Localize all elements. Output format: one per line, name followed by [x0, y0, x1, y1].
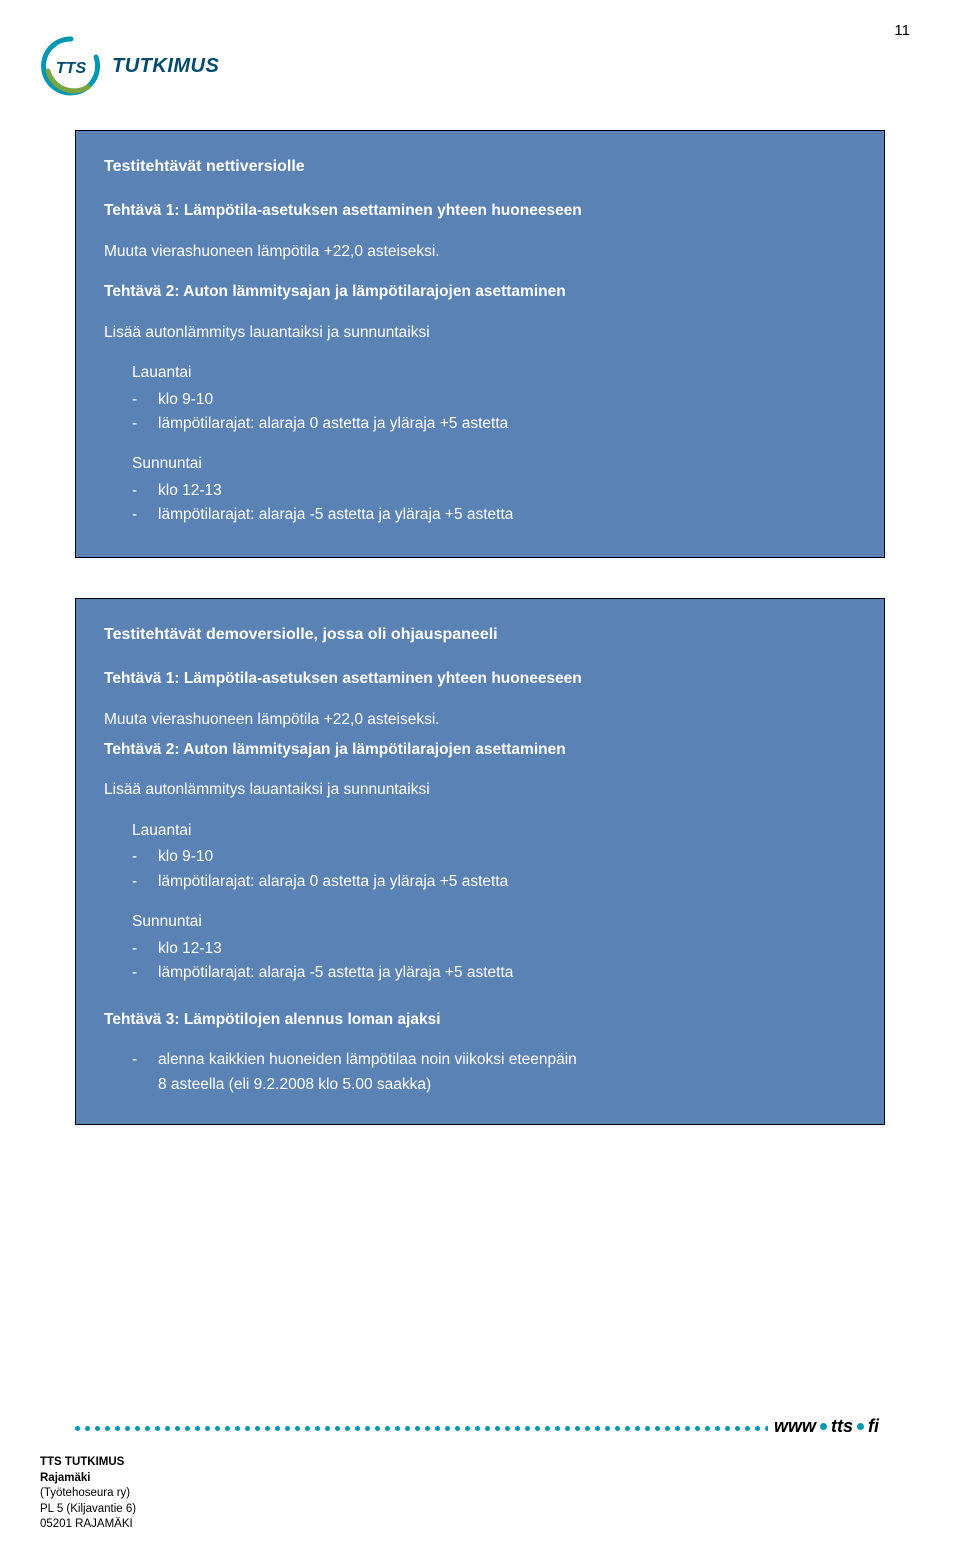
- box2-task1-title: Tehtävä 1: Lämpötila-asetuksen asettamin…: [104, 668, 856, 690]
- list-item: lämpötilarajat: alaraja -5 astetta ja yl…: [132, 962, 856, 984]
- list-item: lämpötilarajat: alaraja 0 astetta ja ylä…: [132, 413, 856, 435]
- box2-task1-body: Muuta vierashuoneen lämpötila +22,0 aste…: [104, 709, 856, 731]
- logo-text: TUTKIMUS: [112, 55, 219, 78]
- dots-container: [75, 1426, 870, 1431]
- footer-url: www tts fi: [768, 1416, 885, 1437]
- logo: TTS TUTKIMUS: [40, 35, 219, 97]
- box2-title: Testitehtävät demoversiolle, jossa oli o…: [104, 623, 856, 646]
- content-area: Testitehtävät nettiversiolle Tehtävä 1: …: [75, 130, 885, 1165]
- list-item: klo 12-13: [132, 480, 856, 502]
- box2-task3-bullets: alenna kaikkien huoneiden lämpötilaa noi…: [104, 1049, 856, 1071]
- box2-lauantai-bullets: klo 9-10 lämpötilarajat: alaraja 0 astet…: [104, 846, 856, 893]
- box-demoversio: Testitehtävät demoversiolle, jossa oli o…: [75, 598, 885, 1125]
- dot-icon: [820, 1423, 827, 1430]
- box2-task3-line2: 8 asteella (eli 9.2.2008 klo 5.00 saakka…: [104, 1074, 856, 1096]
- logo-mark-icon: TTS: [40, 35, 102, 97]
- box-nettiversio: Testitehtävät nettiversiolle Tehtävä 1: …: [75, 130, 885, 558]
- footer-line5: 05201 RAJAMÄKI: [40, 1517, 136, 1533]
- box2-sunnuntai-bullets: klo 12-13 lämpötilarajat: alaraja -5 ast…: [104, 938, 856, 985]
- footer-address: TTS TUTKIMUS Rajamäki (Työtehoseura ry) …: [40, 1455, 136, 1533]
- list-item: lämpötilarajat: alaraja 0 astetta ja ylä…: [132, 871, 856, 893]
- url-fi: fi: [868, 1416, 879, 1437]
- url-tts: tts: [831, 1416, 853, 1437]
- box2-task2-title: Tehtävä 2: Auton lämmitysajan ja lämpöti…: [104, 739, 856, 761]
- box1-sunnuntai-label: Sunnuntai: [104, 453, 856, 475]
- footer-line3: (Työtehoseura ry): [40, 1486, 136, 1502]
- list-item: klo 12-13: [132, 938, 856, 960]
- list-item: lämpötilarajat: alaraja -5 astetta ja yl…: [132, 504, 856, 526]
- box1-task2-body: Lisää autonlämmitys lauantaiksi ja sunnu…: [104, 322, 856, 344]
- footer-line2: Rajamäki: [40, 1471, 136, 1487]
- url-www: www: [774, 1416, 816, 1437]
- box1-task2-title: Tehtävä 2: Auton lämmitysajan ja lämpöti…: [104, 281, 856, 303]
- list-item: klo 9-10: [132, 846, 856, 868]
- box2-lauantai-label: Lauantai: [104, 820, 856, 842]
- page-number: 11: [894, 22, 910, 39]
- footer-dots-row: www tts fi: [75, 1423, 885, 1433]
- box2-task2-body: Lisää autonlämmitys lauantaiksi ja sunnu…: [104, 779, 856, 801]
- box2-sunnuntai-label: Sunnuntai: [104, 911, 856, 933]
- list-item: alenna kaikkien huoneiden lämpötilaa noi…: [132, 1049, 856, 1071]
- list-item: klo 9-10: [132, 389, 856, 411]
- footer-line1: TTS TUTKIMUS: [40, 1455, 136, 1471]
- box1-lauantai-bullets: klo 9-10 lämpötilarajat: alaraja 0 astet…: [104, 389, 856, 436]
- footer-line4: PL 5 (Kiljavantie 6): [40, 1502, 136, 1518]
- dot-icon: [857, 1423, 864, 1430]
- box1-task1-body: Muuta vierashuoneen lämpötila +22,0 aste…: [104, 241, 856, 263]
- box1-task1-title: Tehtävä 1: Lämpötila-asetuksen asettamin…: [104, 200, 856, 222]
- box1-sunnuntai-bullets: klo 12-13 lämpötilarajat: alaraja -5 ast…: [104, 480, 856, 527]
- box1-title: Testitehtävät nettiversiolle: [104, 155, 856, 178]
- svg-text:TTS: TTS: [56, 60, 87, 77]
- box2-task3-title: Tehtävä 3: Lämpötilojen alennus loman aj…: [104, 1009, 856, 1031]
- box1-lauantai-label: Lauantai: [104, 362, 856, 384]
